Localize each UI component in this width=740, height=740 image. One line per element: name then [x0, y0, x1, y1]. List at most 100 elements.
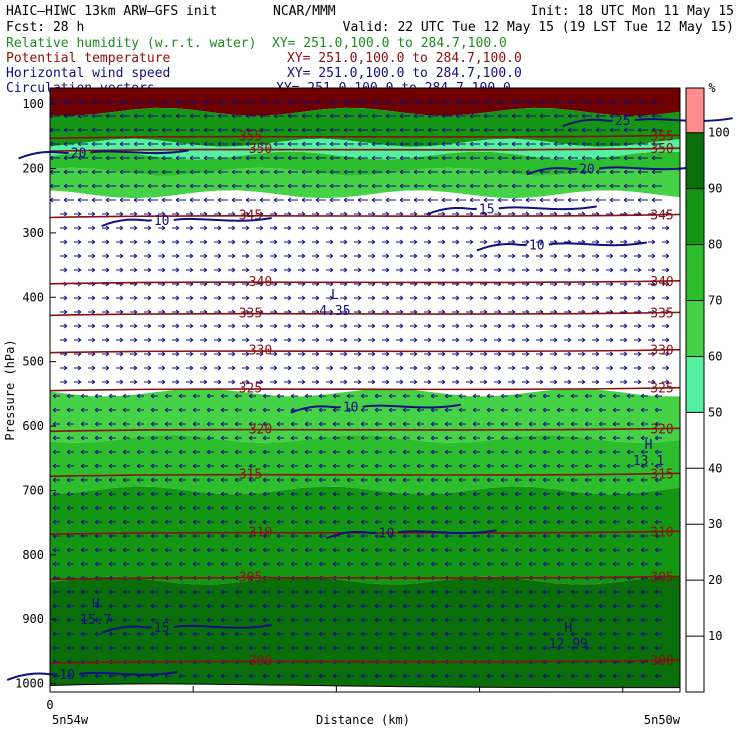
- vector-arrow-head: [276, 393, 281, 399]
- vector-arrow-head: [623, 225, 628, 231]
- y-tick-label: 600: [22, 419, 44, 433]
- vector-arrow-head: [150, 393, 155, 399]
- vector-arrow-head: [147, 295, 152, 301]
- vector-arrow-head: [203, 295, 208, 301]
- vector-arrow-head: [595, 155, 600, 161]
- vector-arrow-head: [528, 617, 533, 623]
- vector-arrow-head: [416, 617, 421, 623]
- theta-contour: [49, 213, 681, 219]
- vector-arrow-head: [360, 449, 365, 455]
- vector-arrow-head: [416, 491, 421, 497]
- vector-arrow-head: [66, 393, 71, 399]
- vector-arrow-head: [525, 197, 530, 203]
- vector-arrow-head: [567, 267, 572, 273]
- vector-arrow-head: [595, 169, 600, 175]
- vector-arrow-head: [234, 393, 239, 399]
- vector-arrow-head: [497, 113, 502, 119]
- vector-arrow-head: [94, 393, 99, 399]
- vector-arrow-head: [609, 99, 614, 105]
- vector-arrow-head: [203, 253, 208, 259]
- vector-arrow-head: [343, 267, 348, 273]
- vector-arrow-head: [52, 603, 57, 609]
- vector-arrow-head: [626, 463, 631, 469]
- vector-arrow-head: [63, 267, 68, 273]
- vector-arrow-head: [203, 379, 208, 385]
- vector-arrow-head: [455, 337, 460, 343]
- vector-arrow-head: [133, 197, 138, 203]
- vector-arrow-head: [136, 449, 141, 455]
- vector-arrow-head: [248, 589, 253, 595]
- vector-arrow-head: [290, 435, 295, 441]
- vector-arrow-head: [626, 519, 631, 525]
- vector-arrow-head: [147, 113, 152, 119]
- vector-arrow-head: [539, 225, 544, 231]
- vector-arrow-head: [360, 393, 365, 399]
- vector-arrow-head: [248, 561, 253, 567]
- vector-arrow-head: [444, 631, 449, 637]
- vector-arrow-head: [161, 141, 166, 147]
- x-end-label: 5n50w: [644, 713, 681, 727]
- vector-arrow-head: [77, 225, 82, 231]
- vector-arrow-head: [486, 421, 491, 427]
- vector-arrow-head: [385, 155, 390, 161]
- vector-arrow-head: [273, 379, 278, 385]
- vector-arrow-head: [542, 435, 547, 441]
- vector-arrow-head: [234, 477, 239, 483]
- vector-arrow-head: [626, 435, 631, 441]
- vector-arrow-head: [192, 421, 197, 427]
- vector-arrow-head: [175, 155, 180, 161]
- vector-arrow-head: [441, 225, 446, 231]
- vector-arrow-head: [77, 253, 82, 259]
- vector-arrow-head: [122, 491, 127, 497]
- vector-arrow-head: [525, 183, 530, 189]
- vector-arrow-head: [164, 631, 169, 637]
- vector-arrow-head: [654, 673, 659, 679]
- vector-arrow-head: [388, 477, 393, 483]
- vector-arrow-head: [52, 463, 57, 469]
- vector-arrow-head: [525, 155, 530, 161]
- vector-arrow-head: [511, 365, 516, 371]
- vector-arrow-head: [486, 407, 491, 413]
- vector-arrow-head: [161, 99, 166, 105]
- vector-arrow-head: [147, 169, 152, 175]
- vector-arrow-head: [304, 505, 309, 511]
- vector-arrow-head: [413, 323, 418, 329]
- vector-arrow-head: [220, 547, 225, 553]
- vector-arrow-head: [192, 533, 197, 539]
- vector-arrow-head: [483, 267, 488, 273]
- vector-arrow-head: [441, 197, 446, 203]
- vector-arrow-head: [371, 197, 376, 203]
- theta-label: 305: [650, 570, 673, 585]
- vector-arrow-head: [245, 351, 250, 357]
- vector-arrow-head: [343, 183, 348, 189]
- rh-layer: [50, 435, 680, 495]
- vector-arrow-head: [94, 421, 99, 427]
- vector-arrow-head: [178, 505, 183, 511]
- vector-arrow-head: [388, 589, 393, 595]
- vector-arrow-head: [413, 239, 418, 245]
- vector-arrow-head: [413, 183, 418, 189]
- vector-arrow-head: [175, 379, 180, 385]
- vector-arrow-head: [553, 141, 558, 147]
- theta-label: 350: [249, 142, 272, 157]
- vector-arrow-head: [105, 323, 110, 329]
- vector-arrow-head: [329, 225, 334, 231]
- valid-time: Valid: 22 UTC Tue 12 May 15 (19 LST Tue …: [343, 20, 734, 35]
- vector-arrow-head: [346, 463, 351, 469]
- vector-arrow-head: [567, 197, 572, 203]
- vector-arrow-head: [234, 435, 239, 441]
- theta-label: 320: [650, 422, 673, 437]
- vector-arrow-head: [598, 393, 603, 399]
- vector-arrow-head: [360, 547, 365, 553]
- vector-arrow-head: [94, 491, 99, 497]
- vector-arrow-head: [584, 673, 589, 679]
- vector-arrow-head: [150, 617, 155, 623]
- vector-arrow-head: [500, 393, 505, 399]
- vector-arrow-head: [259, 225, 264, 231]
- vector-arrow-head: [413, 337, 418, 343]
- vector-arrow-head: [427, 127, 432, 133]
- vector-arrow-head: [52, 477, 57, 483]
- vector-arrow-head: [203, 323, 208, 329]
